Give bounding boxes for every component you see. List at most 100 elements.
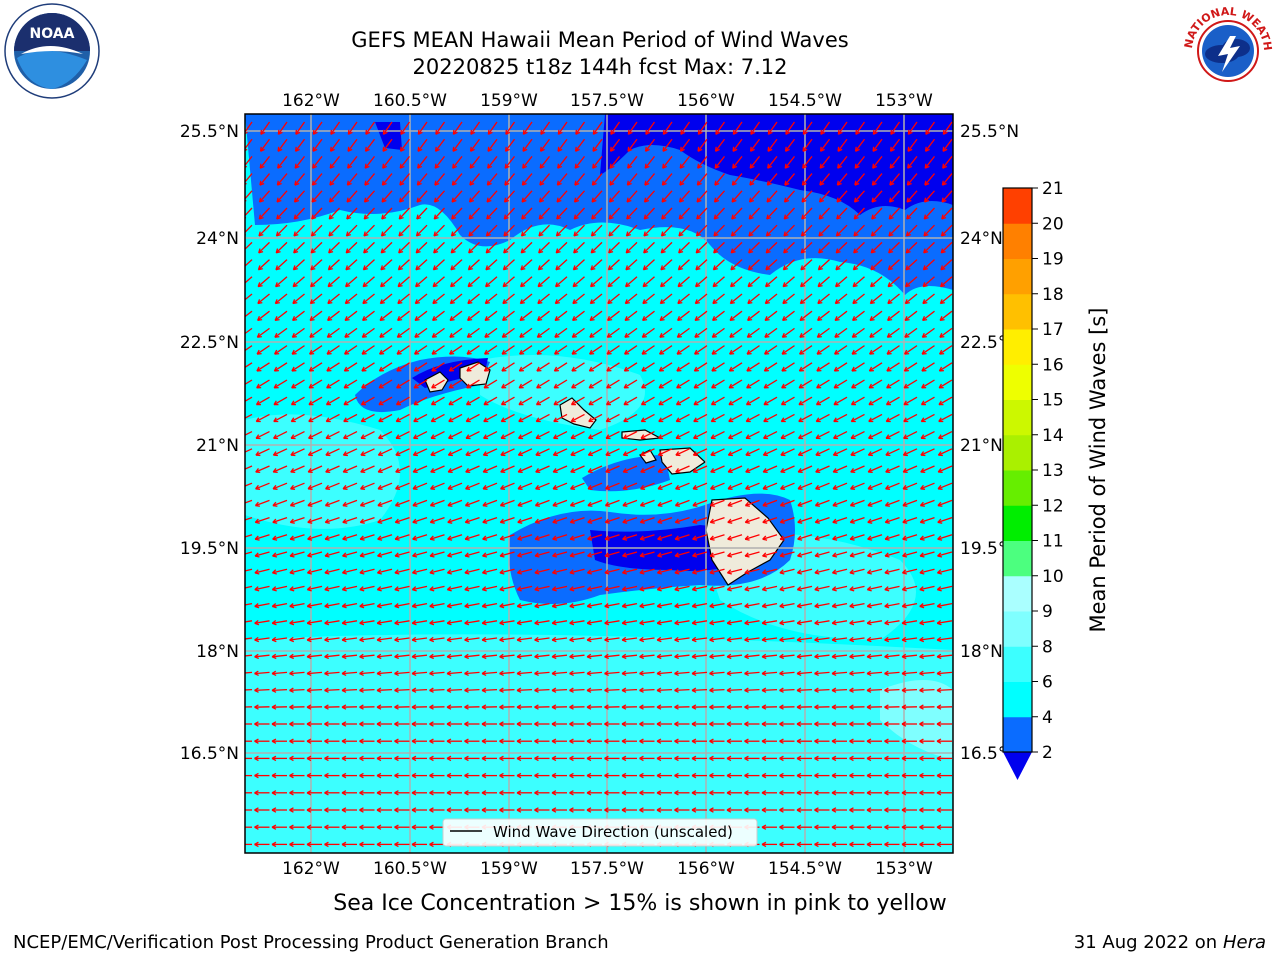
wave-arrow [499,637,515,641]
wave-arrow [815,465,830,473]
wave-arrow-head [604,687,609,691]
wave-arrow-head [416,214,419,220]
wave-arrow [412,637,428,641]
wave-arrow [901,688,918,692]
wave-arrow-head [677,282,681,287]
wave-arrow-head [272,518,277,523]
wave-arrow-head [240,350,242,354]
wave-arrow-head [398,248,401,254]
wave-arrow-head [448,434,452,439]
wave-arrow-head [814,552,819,557]
wave-arrow-head [242,198,243,202]
wave-arrow [762,551,778,557]
wave-arrow [836,224,848,237]
wave-arrow-head [343,434,347,439]
wave-arrow [342,482,358,490]
wave-arrow-head [642,299,646,304]
wave-arrow [850,499,865,507]
wave-arrow-head [554,332,558,338]
wave-arrow-head [429,535,434,540]
wave-arrow-head [362,299,366,304]
wave-arrow-head [748,248,751,254]
wave-arrow [662,155,673,169]
wave-arrow [884,585,900,591]
wave-arrow-head [623,383,628,389]
wave-arrow-head [923,197,927,203]
wave-arrow [448,396,463,406]
wave-arrow-head [501,366,505,372]
wave-arrow-head [394,636,399,641]
wave-arrow [674,637,690,641]
wave-arrow-head [522,163,525,169]
wave-arrow-head [832,501,837,507]
wave-arrow-head [411,670,417,675]
wave-arrow [871,224,883,237]
wave-arrow-head [376,586,382,591]
wave-arrow-head [329,146,332,152]
wave-arrow-head [324,535,329,540]
wave-arrow [589,345,603,355]
wave-arrow-head [779,619,784,624]
wave-arrow-head [412,468,417,473]
wave-arrow [271,671,288,675]
wave-arrow [819,173,830,186]
wave-arrow-head [621,619,627,624]
wave-arrow-head [307,569,312,574]
wave-arrow-head [377,468,382,473]
wave-arrow-head [245,165,248,168]
wave-arrow-head [691,755,697,759]
wave-arrow-head [609,180,612,186]
wave-arrow-head [605,434,610,439]
wave-arrow-head [306,603,312,607]
wave-arrow-head [710,400,715,405]
wave-arrow-head [329,163,332,169]
wave-arrow-head [554,299,558,304]
wave-arrow-head [919,619,924,624]
wave-arrow [920,465,935,473]
wave-arrow-head [783,214,787,220]
wave-arrow [866,671,883,675]
wave-arrow-head [254,755,259,759]
wave-arrow [641,379,655,389]
wave-arrow [397,259,410,271]
wave-arrow [622,620,638,624]
wave-arrow [870,276,883,288]
wave-arrow [784,173,795,186]
wave-arrow-head [886,366,890,372]
wave-arrow [447,637,463,641]
wave-arrow [466,362,480,372]
wave-arrow [885,448,900,456]
wave-arrow [434,155,446,169]
wave-arrow-head [290,484,294,490]
wave-arrow-head [815,451,820,456]
wave-arrow-head [289,603,294,607]
wave-arrow-head [868,434,872,439]
wave-arrow [308,413,323,423]
wave-arrow-head [362,282,366,287]
wave-arrow [869,327,883,338]
wave-arrow-head [376,738,382,742]
wave-arrow-head [853,248,856,254]
wave-arrow [412,465,428,473]
wave-arrow [938,379,953,389]
wave-arrow-head [832,468,837,473]
wave-arrow [849,534,865,540]
wave-arrow-head [431,383,435,389]
wave-arrow-head [678,231,681,237]
wave-arrow [625,276,638,288]
wave-arrow [451,173,463,186]
wave-arrow-head [640,400,645,405]
wave-arrow [658,396,673,406]
wave-arrow [890,121,901,135]
wave-arrow [610,121,621,135]
wave-arrow-head [341,772,347,777]
wave-arrow [257,293,270,304]
wave-arrow-head [289,670,294,675]
wave-arrow-head [639,670,644,675]
wave-arrow [245,620,253,623]
wave-arrow-head [641,383,645,389]
wave-arrow [413,413,428,423]
wave-arrow [748,241,760,254]
wave-arrow-head [376,721,382,725]
wave-arrow-head [885,468,890,473]
